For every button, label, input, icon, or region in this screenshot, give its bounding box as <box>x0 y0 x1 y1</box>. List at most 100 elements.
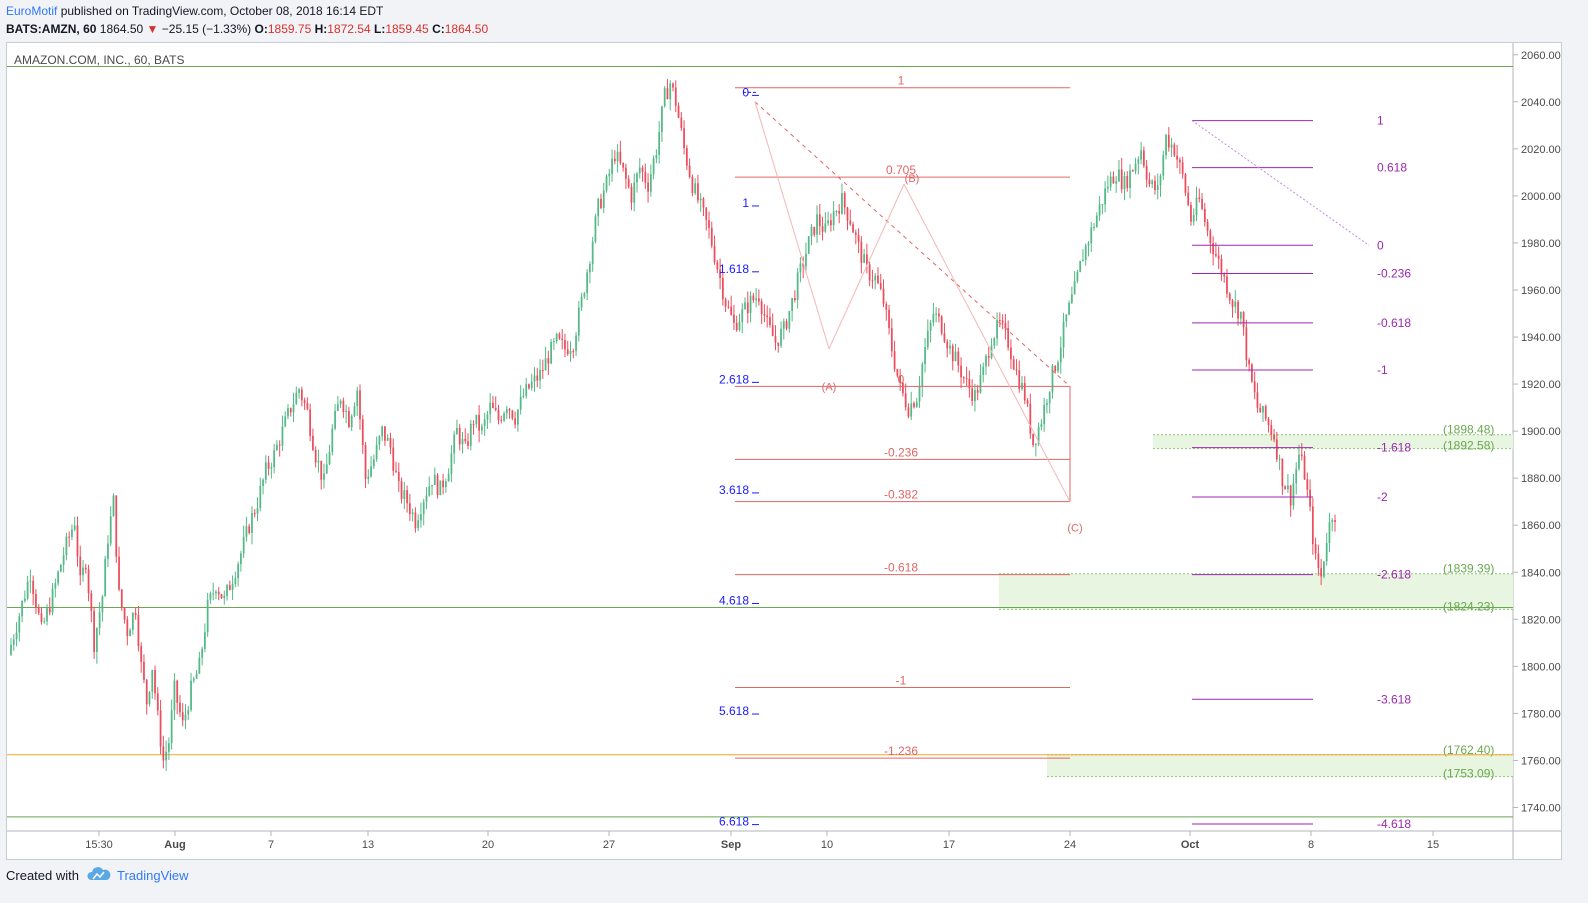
candle-body <box>1101 204 1104 206</box>
candle-body <box>273 450 276 468</box>
candle-body <box>57 571 59 584</box>
candle-body <box>561 338 564 340</box>
candle-body <box>1087 243 1090 246</box>
candle-body <box>145 679 148 705</box>
candle-body <box>223 595 226 599</box>
candle-body <box>87 569 90 594</box>
chart-frame[interactable]: 2060.00 2040.00 2020.00 2000.00 1980.00 1960.… <box>6 42 1562 860</box>
candle-body <box>926 330 929 348</box>
candle-body <box>799 263 802 273</box>
candle-body <box>558 333 561 339</box>
candle-body <box>68 536 71 538</box>
candle-body <box>857 234 860 242</box>
candle-body <box>1104 188 1106 205</box>
candle-body <box>237 564 240 578</box>
candle-body <box>749 295 752 314</box>
candle-body <box>924 347 926 365</box>
candle-body <box>467 441 469 446</box>
candle-body <box>1037 426 1040 444</box>
x-tick-label: Oct <box>1181 839 1200 851</box>
candle-body <box>688 165 691 177</box>
wave-label: (A) <box>822 381 837 393</box>
y-tick-label: 1880.00 <box>1521 473 1561 485</box>
candle-body <box>1129 170 1131 189</box>
fib-recent-label: -1 <box>1377 363 1388 377</box>
candle-body <box>71 529 73 538</box>
candle-body <box>727 306 730 308</box>
candle-body <box>1256 392 1259 408</box>
wave-label: (B) <box>905 173 920 185</box>
candle-body <box>589 264 591 273</box>
candle-body <box>841 192 843 214</box>
candle-body <box>26 581 29 599</box>
candle-body <box>12 639 15 645</box>
y-tick-label: 1760.00 <box>1521 755 1561 767</box>
publish-info: EuroMotif published on TradingView.com, … <box>6 4 383 18</box>
candle-body <box>666 88 669 100</box>
candle-body <box>375 444 378 460</box>
candle-body <box>669 83 672 100</box>
candle-body <box>536 375 539 381</box>
fib-recent-label: -1.618 <box>1377 441 1411 455</box>
candle-body <box>10 644 12 655</box>
candle-body <box>54 583 57 589</box>
candle-body <box>1306 479 1309 490</box>
candle-body <box>65 536 68 556</box>
candle-body <box>1051 365 1054 392</box>
candle-body <box>267 462 270 469</box>
candle-body <box>627 178 630 187</box>
high-value: 1872.54 <box>327 22 371 36</box>
candle-body <box>18 616 21 633</box>
candle-body <box>1159 175 1162 186</box>
candle-body <box>791 298 793 311</box>
candle-body <box>971 388 974 402</box>
price-chart[interactable]: 2060.00 2040.00 2020.00 2000.00 1980.00 1960.… <box>7 43 1562 860</box>
candle-body <box>774 336 777 343</box>
candle-body <box>539 369 541 381</box>
candle-body <box>298 389 300 393</box>
candle-body <box>1203 208 1206 223</box>
change: −25.15 (−1.33%) <box>161 22 252 36</box>
candle-body <box>156 693 159 711</box>
candle-body <box>1007 328 1010 348</box>
candle-body <box>400 481 403 499</box>
support-zone <box>1047 754 1513 777</box>
candle-body <box>807 236 810 254</box>
candle-body <box>131 613 134 631</box>
candle-body <box>1187 192 1190 205</box>
candle-body <box>572 350 575 352</box>
candle-body <box>816 214 818 235</box>
candle-body <box>289 408 292 413</box>
candle-body <box>1026 400 1029 404</box>
candle-body <box>954 351 957 362</box>
candle-body <box>979 374 982 393</box>
candle-body <box>921 364 924 387</box>
fib-recent-label: -2 <box>1377 490 1388 504</box>
candle-body <box>760 301 763 314</box>
candle-body <box>658 132 661 156</box>
open-value: 1859.75 <box>267 22 312 36</box>
candle-body <box>300 389 303 401</box>
candle-body <box>220 594 223 599</box>
candle-body <box>633 182 636 203</box>
candle-body <box>1311 506 1314 545</box>
tradingview-link[interactable]: TradingView <box>116 868 189 883</box>
candle-body <box>514 418 517 425</box>
candle-body <box>1334 520 1336 522</box>
candle-body <box>1198 197 1201 199</box>
candle-body <box>212 593 215 595</box>
candle-body <box>957 351 960 366</box>
candle-body <box>530 381 533 389</box>
candle-body <box>699 198 702 201</box>
candle-body <box>813 226 816 235</box>
candle-body <box>40 613 43 622</box>
candle-body <box>863 254 866 263</box>
candle-body <box>317 460 320 463</box>
candle-body <box>422 501 425 515</box>
author-link[interactable]: EuroMotif <box>6 4 58 18</box>
candle-body <box>1209 230 1212 244</box>
candle-body <box>1068 302 1070 315</box>
candle-body <box>312 435 314 450</box>
candle-body <box>874 275 877 281</box>
candle-body <box>821 226 824 232</box>
